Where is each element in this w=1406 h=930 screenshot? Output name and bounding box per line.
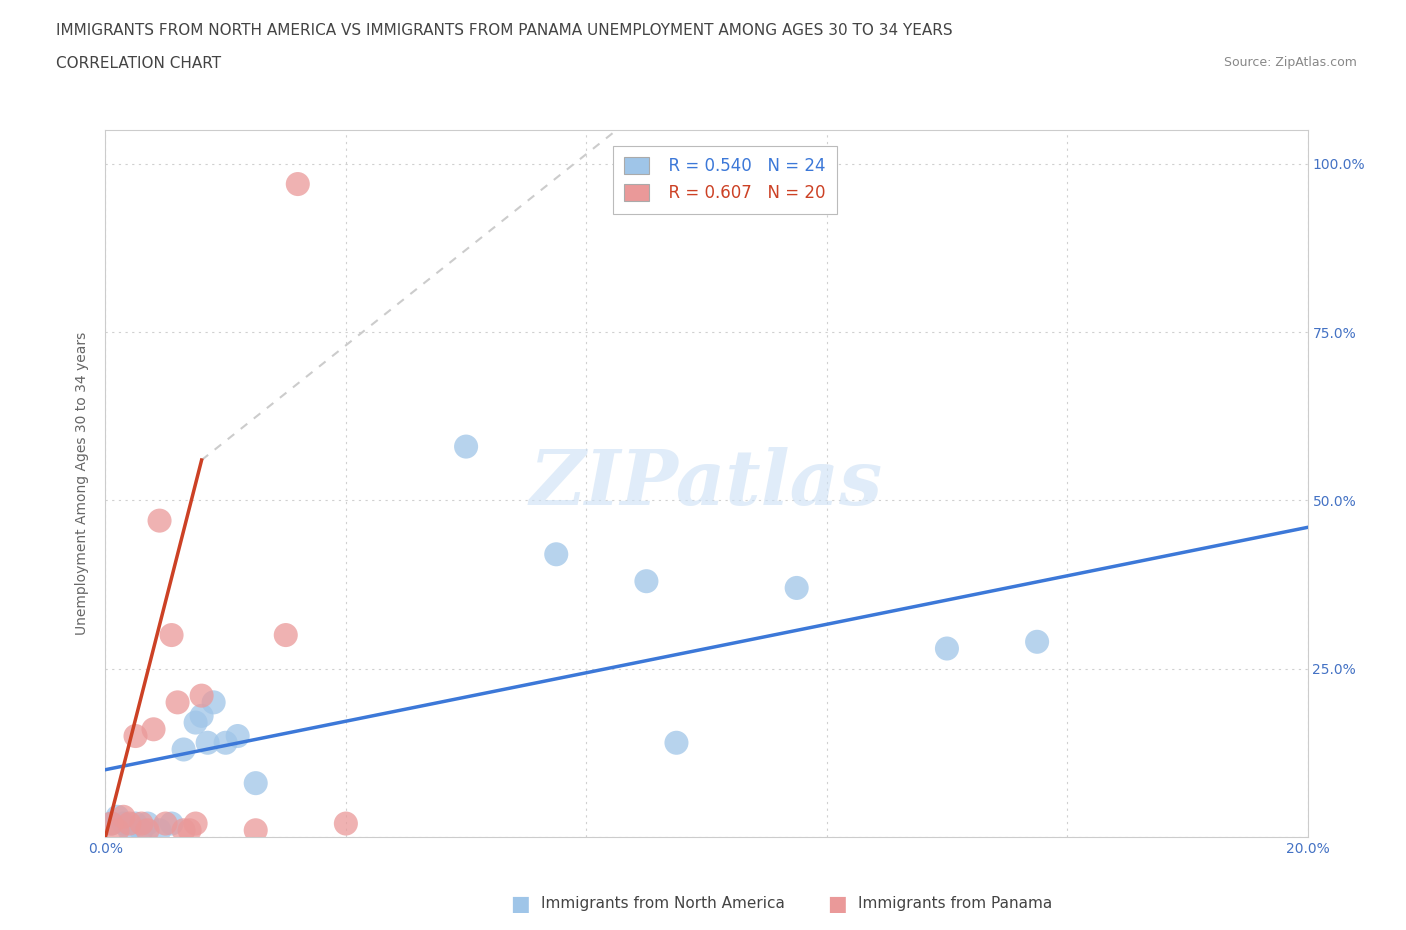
Point <box>184 817 207 831</box>
Point <box>226 728 249 743</box>
Text: ■: ■ <box>510 894 530 914</box>
Point <box>124 728 146 743</box>
Point <box>665 736 688 751</box>
Point <box>1026 634 1049 649</box>
Text: CORRELATION CHART: CORRELATION CHART <box>56 56 221 71</box>
Point <box>118 817 141 831</box>
Point <box>214 736 236 751</box>
Point <box>245 776 267 790</box>
Text: IMMIGRANTS FROM NORTH AMERICA VS IMMIGRANTS FROM PANAMA UNEMPLOYMENT AMONG AGES : IMMIGRANTS FROM NORTH AMERICA VS IMMIGRA… <box>56 23 953 38</box>
Text: ZIPatlas: ZIPatlas <box>530 446 883 521</box>
Point <box>166 695 188 710</box>
Point <box>136 823 159 838</box>
Text: ■: ■ <box>827 894 846 914</box>
Point <box>124 817 146 831</box>
Point <box>118 823 141 838</box>
Point <box>786 580 808 595</box>
Point <box>107 809 129 824</box>
Point <box>160 817 183 831</box>
Point <box>179 823 201 838</box>
Point <box>112 809 135 824</box>
Point <box>131 823 153 838</box>
Point <box>245 823 267 838</box>
Point <box>131 817 153 831</box>
Point <box>454 439 477 454</box>
Point <box>636 574 658 589</box>
Point <box>173 823 195 838</box>
Point <box>160 628 183 643</box>
Point <box>287 177 309 192</box>
Point <box>155 817 177 831</box>
Point <box>148 823 170 838</box>
Point <box>202 695 225 710</box>
Point <box>335 817 357 831</box>
Text: Source: ZipAtlas.com: Source: ZipAtlas.com <box>1223 56 1357 69</box>
Point <box>112 817 135 831</box>
Legend:   R = 0.540   N = 24,   R = 0.607   N = 20: R = 0.540 N = 24, R = 0.607 N = 20 <box>613 146 837 214</box>
Point <box>100 817 122 831</box>
Point <box>100 817 122 831</box>
Point <box>148 513 170 528</box>
Text: Immigrants from Panama: Immigrants from Panama <box>858 897 1052 911</box>
Y-axis label: Unemployment Among Ages 30 to 34 years: Unemployment Among Ages 30 to 34 years <box>76 332 90 635</box>
Point <box>197 736 219 751</box>
Text: Immigrants from North America: Immigrants from North America <box>541 897 785 911</box>
Point <box>107 823 129 838</box>
Point <box>142 722 165 737</box>
Point <box>184 715 207 730</box>
Point <box>136 817 159 831</box>
Point <box>190 688 212 703</box>
Point <box>190 709 212 724</box>
Point <box>173 742 195 757</box>
Point <box>546 547 568 562</box>
Point <box>274 628 297 643</box>
Point <box>936 641 959 656</box>
